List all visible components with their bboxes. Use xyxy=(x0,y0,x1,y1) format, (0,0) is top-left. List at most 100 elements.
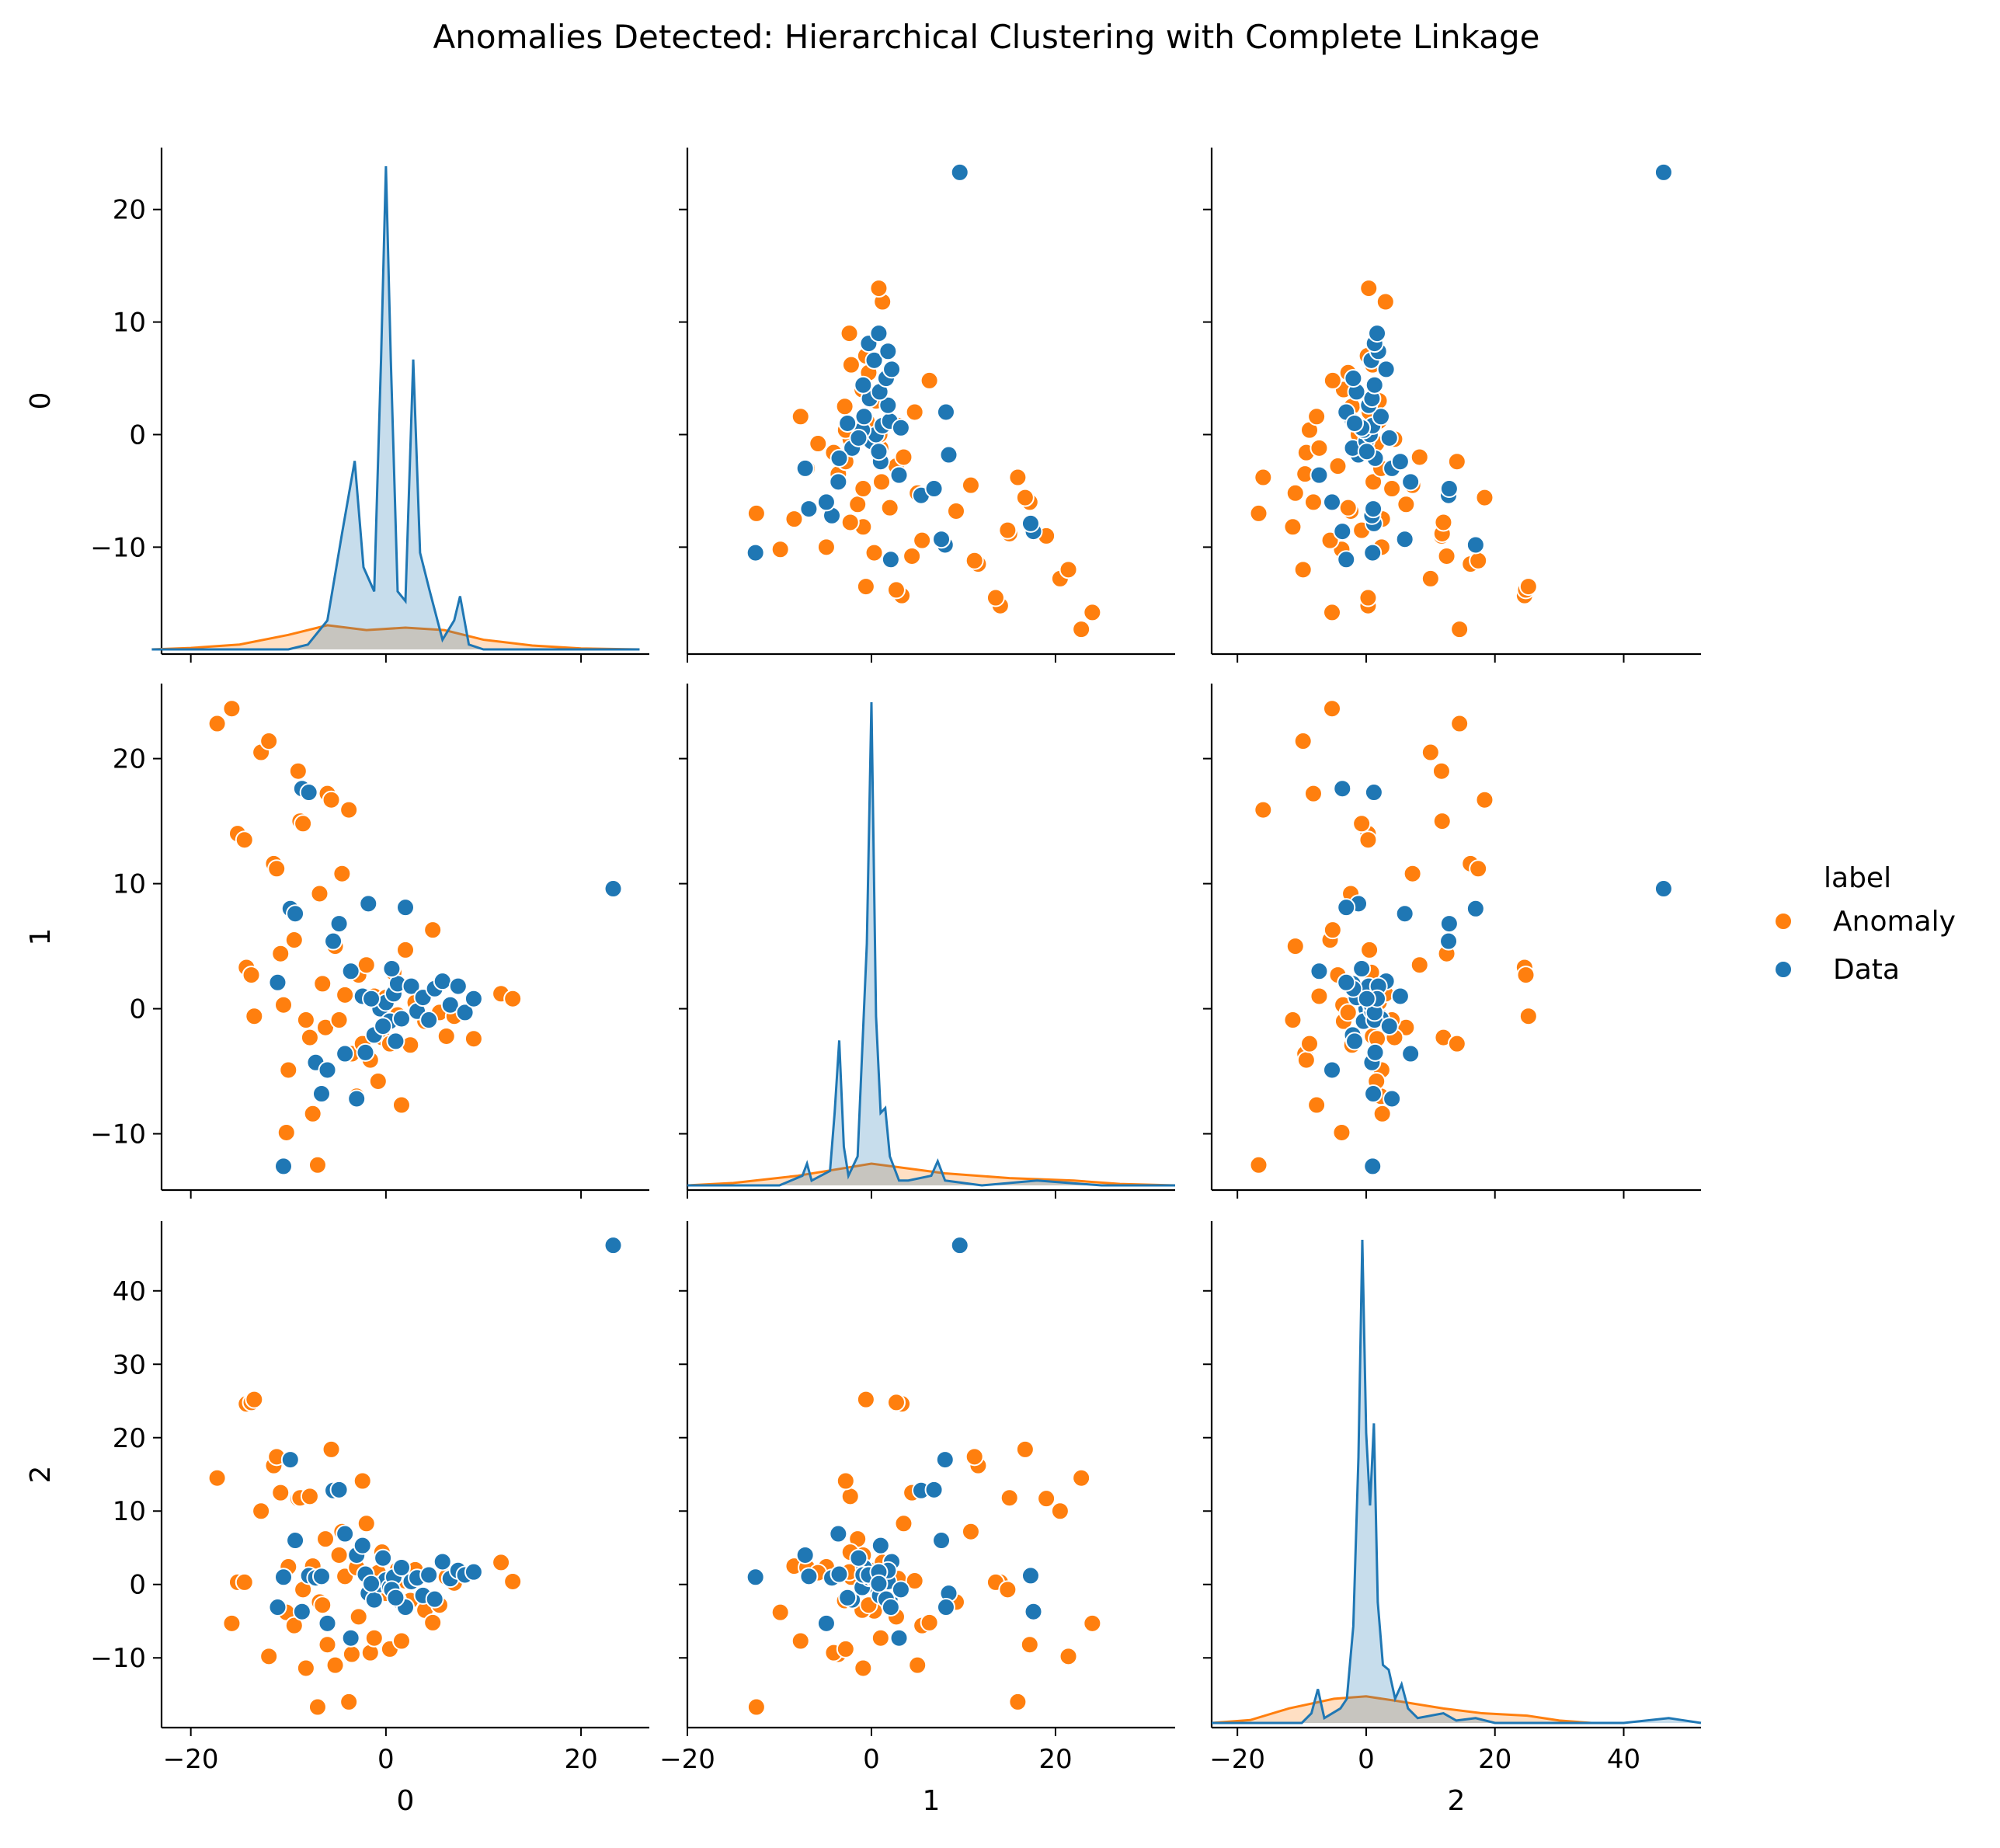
point-data xyxy=(882,360,902,379)
point-data xyxy=(795,1545,815,1564)
point-data xyxy=(891,418,910,437)
point-data xyxy=(280,1450,300,1470)
point-data xyxy=(1654,879,1673,899)
point-anomaly xyxy=(1328,457,1348,476)
point-data xyxy=(353,1536,372,1555)
point-anomaly xyxy=(245,1390,264,1409)
point-data xyxy=(932,1531,951,1550)
point-anomaly xyxy=(492,1553,511,1572)
point-anomaly xyxy=(840,513,860,532)
point-anomaly xyxy=(770,540,790,559)
point-anomaly xyxy=(791,407,810,426)
point-data xyxy=(838,413,857,433)
point-anomaly xyxy=(259,732,279,751)
point-data xyxy=(849,1548,868,1568)
point-anomaly xyxy=(308,1155,327,1175)
point-anomaly xyxy=(1307,407,1327,426)
point-anomaly xyxy=(284,931,304,950)
point-anomaly xyxy=(267,859,287,879)
point-anomaly xyxy=(1296,1050,1316,1070)
x-tick-label: −20 xyxy=(1209,1744,1265,1775)
point-anomaly xyxy=(946,501,965,520)
x-tick-label: 20 xyxy=(1038,1744,1072,1775)
point-anomaly xyxy=(835,397,854,416)
point-data xyxy=(374,1017,393,1036)
point-anomaly xyxy=(1475,488,1494,507)
x-axis-label-1: 1 xyxy=(923,1785,941,1817)
point-data xyxy=(1364,1084,1383,1104)
point-data xyxy=(838,1588,857,1607)
point-data xyxy=(329,1480,349,1499)
point-data xyxy=(1390,452,1410,472)
point-anomaly xyxy=(1015,488,1035,507)
point-anomaly xyxy=(840,324,859,343)
y-tick-label: −10 xyxy=(90,532,146,563)
point-data xyxy=(464,989,483,1008)
point-data xyxy=(455,1003,475,1022)
point-anomaly xyxy=(920,371,939,390)
point-anomaly xyxy=(840,1487,860,1506)
point-data xyxy=(440,995,460,1014)
point-data xyxy=(324,931,343,951)
point-data xyxy=(889,1628,909,1648)
legend-marker-data xyxy=(1774,960,1793,979)
point-data xyxy=(1352,959,1372,979)
y-tick-label: 30 xyxy=(113,1349,146,1380)
y-tick-label: 20 xyxy=(113,744,146,775)
y-tick-label: 20 xyxy=(113,195,146,226)
point-data xyxy=(318,1613,337,1633)
point-anomaly xyxy=(1447,452,1466,472)
point-data xyxy=(795,458,815,478)
point-data xyxy=(950,1236,969,1255)
point-anomaly xyxy=(903,546,922,566)
point-data xyxy=(419,1011,439,1030)
point-anomaly xyxy=(1410,447,1429,467)
kde-line-data xyxy=(1212,1239,1702,1724)
point-anomaly xyxy=(905,402,924,422)
point-anomaly xyxy=(1300,1034,1319,1053)
point-data xyxy=(950,162,969,182)
panel-0-2 xyxy=(1203,148,1701,663)
point-data xyxy=(336,1044,355,1063)
point-anomaly xyxy=(391,1095,411,1115)
x-axis-label-2: 2 xyxy=(1448,1785,1466,1817)
point-data xyxy=(799,499,819,519)
point-anomaly xyxy=(1072,620,1091,639)
point-anomaly xyxy=(1083,603,1102,622)
y-tick-label: 10 xyxy=(113,869,146,900)
point-data xyxy=(396,898,415,917)
kde-line-anomaly xyxy=(687,1162,1176,1187)
point-data xyxy=(382,959,402,979)
point-anomaly xyxy=(841,355,861,374)
point-data xyxy=(1357,442,1376,461)
point-anomaly xyxy=(349,1607,368,1627)
kde-line-data xyxy=(151,165,640,651)
x-tick-label: 0 xyxy=(1358,1744,1375,1775)
point-data xyxy=(746,543,765,562)
y-tick-label: 10 xyxy=(113,1496,146,1527)
point-anomaly xyxy=(965,1447,984,1467)
point-anomaly xyxy=(423,1613,443,1632)
kde-line-anomaly xyxy=(151,624,640,651)
point-anomaly xyxy=(809,434,828,454)
point-data xyxy=(448,976,468,996)
point-data xyxy=(1337,550,1356,569)
point-data xyxy=(1310,465,1329,485)
point-data xyxy=(1379,1017,1399,1036)
y-tick-label: 0 xyxy=(129,419,146,451)
panel-2-2: −20 0 20 40 xyxy=(1203,1221,1702,1775)
panel-2-0: −20 0 20 −10 0 10 20 30 40 xyxy=(90,1221,649,1775)
point-anomaly xyxy=(1352,814,1372,834)
point-anomaly xyxy=(252,1502,271,1521)
point-anomaly xyxy=(856,577,875,597)
point-anomaly xyxy=(310,884,329,903)
point-anomaly xyxy=(1059,1647,1078,1666)
x-axis-label-0: 0 xyxy=(397,1785,415,1817)
point-anomaly xyxy=(1310,987,1329,1006)
point-data xyxy=(356,1042,375,1062)
point-anomaly xyxy=(274,995,293,1014)
kde-fill-anomaly xyxy=(151,625,640,649)
point-data xyxy=(869,324,889,343)
point-data xyxy=(1439,479,1459,499)
y-tick-label: 0 xyxy=(129,1570,146,1601)
